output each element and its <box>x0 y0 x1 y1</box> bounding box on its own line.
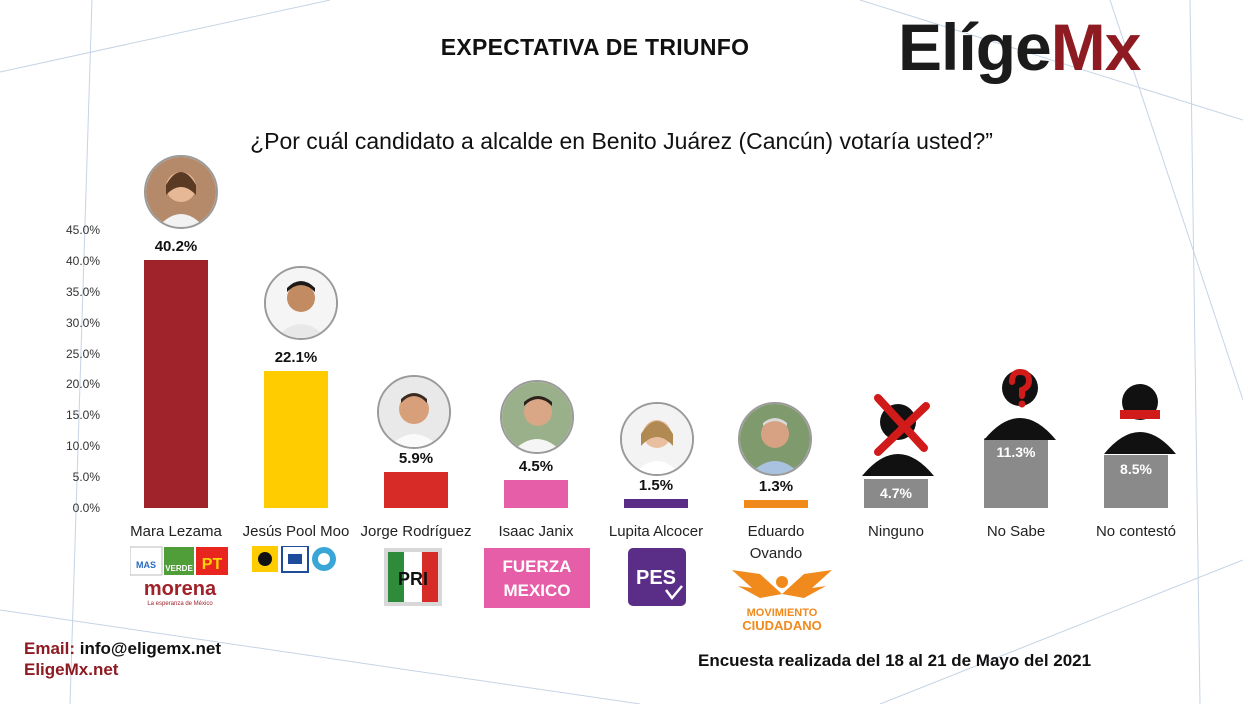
data-label: 4.7% <box>880 484 912 501</box>
x-category-label: Mara Lezama <box>130 523 222 540</box>
x-category-label: Isaac Janix <box>498 523 574 540</box>
survey-question: ¿Por cuál candidato a alcalde en Benito … <box>250 128 993 154</box>
x-category-label: No Sabe <box>986 523 1046 540</box>
data-label: 4.5% <box>518 458 554 476</box>
y-tick-label: 10.0% <box>65 439 100 454</box>
bar-jorge-rodr-guez <box>384 471 448 508</box>
logo-pri-text: PRI <box>398 569 428 589</box>
footer-email-link[interactable]: info@eligemx.net <box>79 639 222 658</box>
footer-email-label: Email: <box>24 639 76 658</box>
survey-date-note: Encuesta realizada del 18 al 21 de Mayo … <box>698 651 1092 670</box>
candidate-photo-jorge-rodriguez <box>377 375 451 449</box>
candidate-photo-jesus-pool <box>264 266 338 340</box>
brand-logo: ElígeMx <box>898 14 1141 80</box>
candidate-photo-mara-lezama <box>144 155 218 229</box>
logo-mc-line1: MOVIMIENTO <box>747 607 818 619</box>
brand-logo-part1: Elíge <box>898 10 1052 84</box>
brand-logo-part2: Mx <box>1050 10 1142 84</box>
logo-morena-tagline: La esperanza de México <box>147 601 213 607</box>
candidate-photo-lupita-alcocer <box>620 402 694 476</box>
x-category-label: Ninguno <box>868 523 924 540</box>
logo-movimiento-ciudadano: MOVIMIENTO CIUDADANO <box>732 570 832 633</box>
data-label: 22.1% <box>274 349 318 367</box>
silhouette-no-contesto-icon <box>1104 384 1176 454</box>
candidate-photo-eduardo-ovando <box>738 402 812 476</box>
bar-jes-s-pool-moo <box>264 371 328 508</box>
logo-pes: PES <box>628 548 686 606</box>
footer-website-link[interactable]: EligeMx.net <box>24 660 119 679</box>
data-label: 11.3% <box>996 444 1036 461</box>
bar-ninguno <box>864 478 928 508</box>
logo-coalition-morena: MAS VERDE PT morena La esperanza de Méxi… <box>130 546 228 607</box>
bar-eduardo-ovando <box>744 499 808 508</box>
logo-mas-text: MAS <box>136 560 156 570</box>
data-label: 40.2% <box>154 237 198 255</box>
data-label: 5.9% <box>398 449 434 467</box>
y-tick-label: 15.0% <box>65 408 100 423</box>
x-category-label: No contestó <box>1095 523 1177 540</box>
candidate-photo-isaac-janix <box>500 380 574 454</box>
logo-fxm-line1: FUERZA <box>503 557 572 576</box>
x-category-label: Jorge Rodríguez <box>360 523 472 540</box>
y-tick-label: 0.0% <box>72 501 100 515</box>
x-category-label: Eduardo Ovando <box>747 523 805 562</box>
x-category-label: Jesús Pool Moo <box>242 523 350 540</box>
logo-fxm-line2: MEXICO <box>503 581 570 600</box>
y-tick-label: 35.0% <box>65 284 100 299</box>
logo-pt-text: PT <box>202 556 223 573</box>
y-tick-label: 30.0% <box>65 315 100 330</box>
data-label: 1.3% <box>758 477 794 495</box>
logo-morena-text: morena <box>144 578 217 600</box>
logo-pes-text: PES <box>636 567 676 589</box>
silhouette-ninguno-icon <box>862 394 934 476</box>
data-label: 8.5% <box>1120 461 1152 478</box>
chart-title: EXPECTATIVA DE TRIUNFO <box>440 34 750 60</box>
logo-pri: PRI <box>384 548 442 606</box>
logo-coalition-pan-prd-mc <box>252 546 336 573</box>
footer-contact: Email: info@eligemx.net EligeMx.net <box>24 638 221 680</box>
bar-mara-lezama <box>144 259 208 508</box>
y-tick-label: 25.0% <box>65 346 100 361</box>
data-label: 1.5% <box>638 476 674 494</box>
silhouette-no-sabe-icon <box>984 368 1056 440</box>
x-category-label: Lupita Alcocer <box>608 523 704 540</box>
y-tick-label: 20.0% <box>65 377 100 392</box>
y-tick-label: 5.0% <box>72 470 100 485</box>
bar-isaac-janix <box>504 480 568 508</box>
logo-verde-text: VERDE <box>165 564 193 573</box>
y-tick-label: 40.0% <box>65 253 100 268</box>
bar-lupita-alcocer <box>624 498 688 508</box>
logo-mc-line2: CIUDADANO <box>742 618 821 633</box>
bar-no-contest- <box>1104 455 1168 508</box>
y-tick-label: 45.0% <box>65 223 100 237</box>
bar-no-sabe <box>984 438 1048 508</box>
logo-fuerza-mexico: FUERZA MEXICO <box>484 548 590 608</box>
